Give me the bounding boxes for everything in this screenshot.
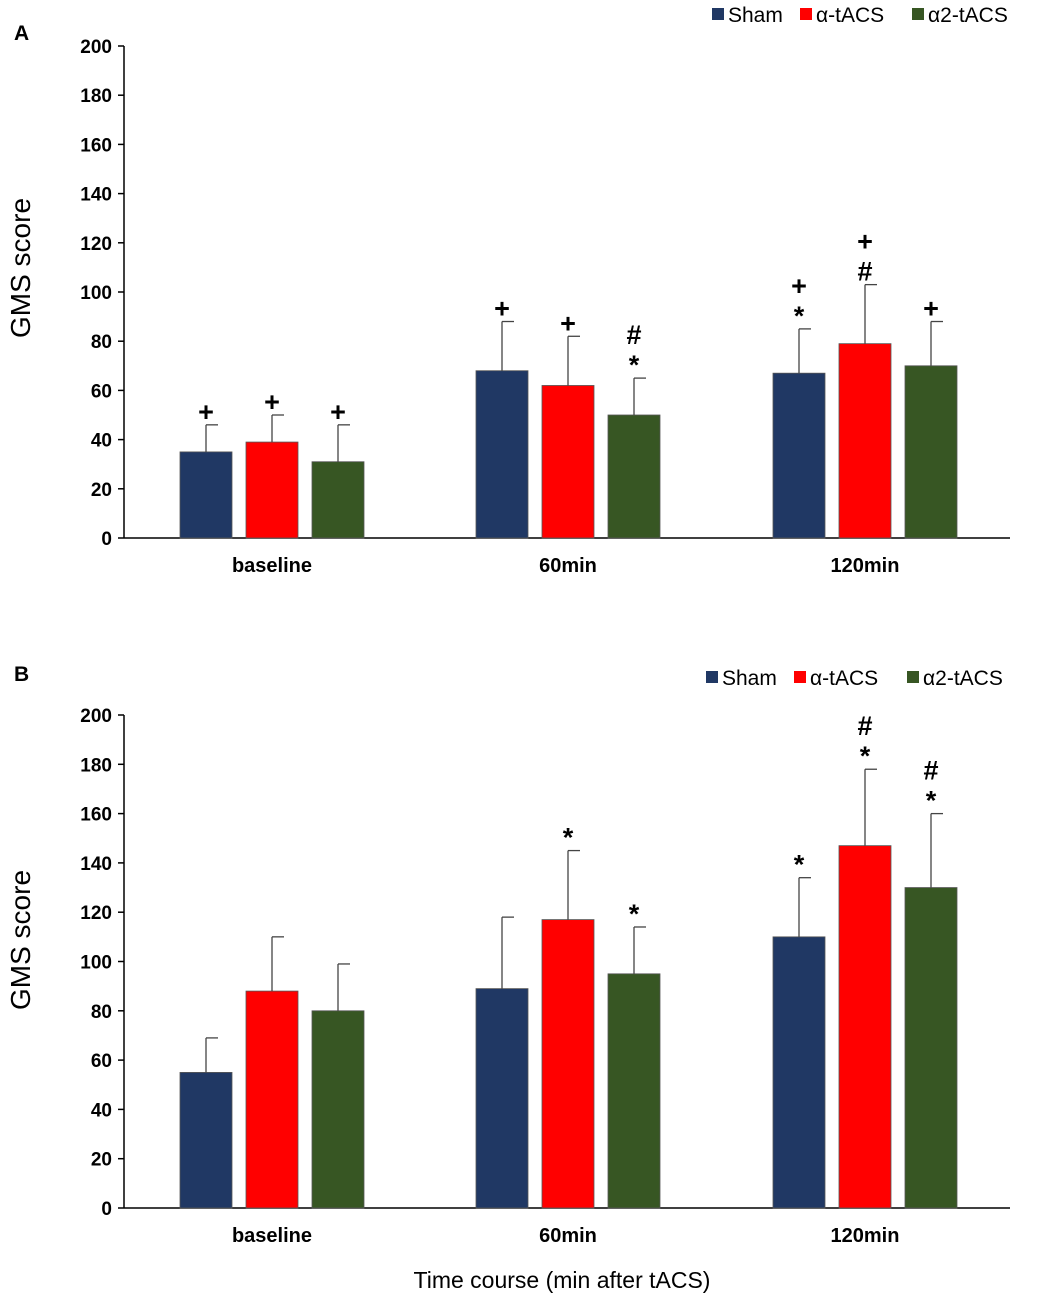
x-category-label: 120min [831,555,900,577]
y-tick-label: 200 [80,37,112,58]
bar [475,988,529,1209]
legend-swatch [794,671,806,683]
y-tick-label: 80 [91,1002,112,1023]
y-tick-label: 180 [80,755,112,776]
y-tick-label: 60 [91,381,112,402]
significance-marker: + [330,397,346,427]
significance-marker: * [563,823,574,853]
legend-label: α-tACS [810,667,878,690]
bar [904,887,958,1209]
x-category-label: 60min [539,1225,597,1247]
legend-swatch [907,671,919,683]
legend-label: α2-tACS [923,667,1003,690]
legend-swatch [706,671,718,683]
bar [904,365,958,539]
legend-swatch [912,8,924,20]
significance-marker: # [857,257,872,287]
significance-marker: * [629,350,640,380]
significance-marker: + [494,294,510,324]
y-tick-label: 140 [80,854,112,875]
significance-marker: + [198,397,214,427]
significance-marker: + [923,294,939,324]
bar [311,461,365,539]
y-tick-label: 160 [80,135,112,156]
y-tick-label: 120 [80,234,112,255]
bar [245,441,299,539]
bar [245,990,299,1209]
bar [541,385,595,539]
x-category-label: baseline [232,555,312,577]
significance-marker: + [857,227,873,257]
y-tick-label: 120 [80,903,112,924]
panel-label: A [14,22,29,45]
y-axis-label: GMS score [5,870,36,1010]
significance-marker: # [626,320,641,350]
legend-label: Sham [728,4,783,27]
y-tick-label: 80 [91,332,112,353]
y-tick-label: 20 [91,1150,112,1171]
bar [541,919,595,1209]
bar [311,1010,365,1209]
legend-swatch [712,8,724,20]
significance-marker: * [629,899,640,929]
y-tick-label: 0 [101,529,112,550]
y-axis-label: GMS score [5,198,36,338]
y-tick-label: 100 [80,953,112,974]
y-tick-label: 160 [80,805,112,826]
significance-marker: + [791,271,807,301]
y-tick-label: 60 [91,1051,112,1072]
significance-marker: * [860,741,871,771]
y-tick-label: 20 [91,480,112,501]
bar [838,845,892,1209]
y-tick-label: 40 [91,431,112,452]
significance-marker: * [794,301,805,331]
bar [838,343,892,539]
legend-label: Sham [722,667,777,690]
panel-label: B [14,663,29,686]
bar [772,936,826,1209]
y-tick-label: 40 [91,1100,112,1121]
bar [179,451,233,539]
x-category-label: 120min [831,1225,900,1247]
legend-swatch [800,8,812,20]
y-tick-label: 200 [80,706,112,727]
significance-marker: # [923,756,938,786]
y-tick-label: 180 [80,86,112,107]
bar [607,414,661,539]
x-category-label: 60min [539,555,597,577]
significance-marker: * [926,786,937,816]
y-tick-label: 0 [101,1199,112,1220]
panel-a-bar-chart: A GMS score 0 20 40 60 80 100 120 140 160 180 200 bas… [5,4,1010,577]
significance-marker: # [857,711,872,741]
y-tick-label: 100 [80,283,112,304]
y-tick-label: 140 [80,185,112,206]
legend-label: α2-tACS [928,4,1008,27]
bar [772,372,826,539]
bar [475,370,529,539]
significance-marker: + [264,387,280,417]
x-category-label: baseline [232,1225,312,1247]
legend-label: α-tACS [816,4,884,27]
x-axis-label: Time course (min after tACS) [414,1267,711,1293]
significance-marker: + [560,308,576,338]
bar [607,973,661,1209]
panel-b-bar-chart: B GMS score 0 20 40 60 80 100 120 140 160 180 200 bas… [5,663,1010,1293]
bar [179,1072,233,1209]
significance-marker: * [794,850,805,880]
